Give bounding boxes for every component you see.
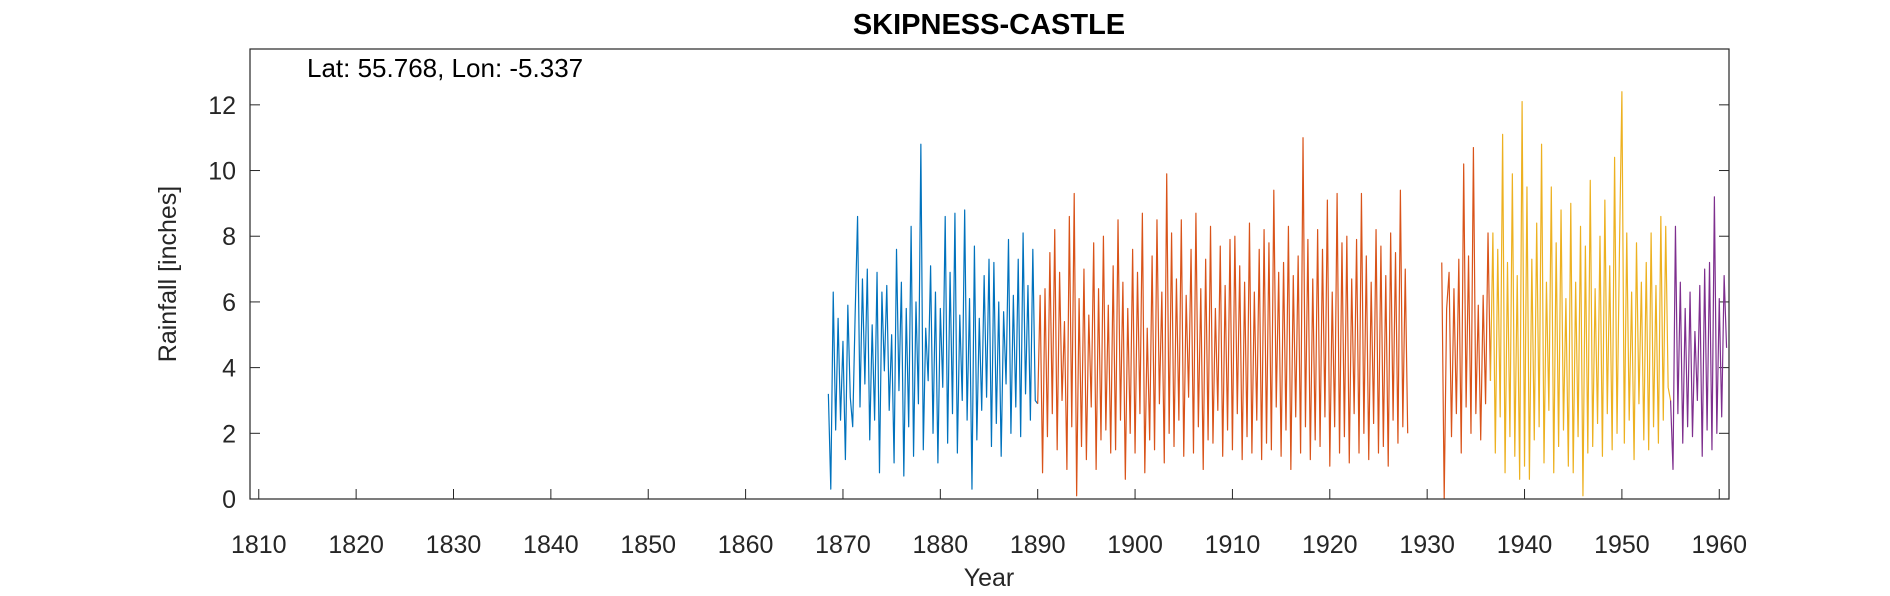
y-tick-label: 0	[222, 486, 236, 514]
rainfall-line	[1669, 196, 1728, 471]
x-tick-label: 1940	[1497, 531, 1553, 559]
y-tick-label: 4	[222, 355, 236, 383]
x-tick-label: 1810	[231, 531, 287, 559]
x-tick-label: 1900	[1107, 531, 1163, 559]
x-tick-label: 1920	[1302, 531, 1358, 559]
x-tick-label: 1910	[1205, 531, 1261, 559]
x-tick-label: 1860	[718, 531, 774, 559]
x-tick-label: 1890	[1010, 531, 1066, 559]
x-tick-label: 1960	[1691, 531, 1747, 559]
x-tick-label: 1950	[1594, 531, 1650, 559]
rainfall-line	[1037, 137, 1492, 500]
y-tick-label: 8	[222, 223, 236, 251]
y-tick-label: 6	[222, 289, 236, 317]
x-tick-label: 1850	[620, 531, 676, 559]
x-tick-label: 1930	[1399, 531, 1455, 559]
x-tick-label: 1830	[426, 531, 482, 559]
x-tick-label: 1870	[815, 531, 871, 559]
x-tick-label: 1840	[523, 531, 579, 559]
rainfall-line	[827, 143, 1039, 490]
y-tick-label: 10	[208, 158, 236, 186]
chart-title: SKIPNESS-CASTLE	[853, 9, 1125, 41]
annotation: Lat: 55.768, Lon: -5.337	[307, 53, 583, 83]
x-axis-label: Year	[964, 564, 1015, 591]
plot-frame	[249, 48, 1730, 500]
x-tick-label: 1820	[328, 531, 384, 559]
x-tick-label: 1880	[913, 531, 969, 559]
rainfall-line	[1489, 91, 1672, 497]
y-tick-label: 12	[208, 92, 236, 120]
y-axis-label: Rainfall [inches]	[154, 186, 182, 362]
y-tick-label: 2	[222, 420, 236, 448]
